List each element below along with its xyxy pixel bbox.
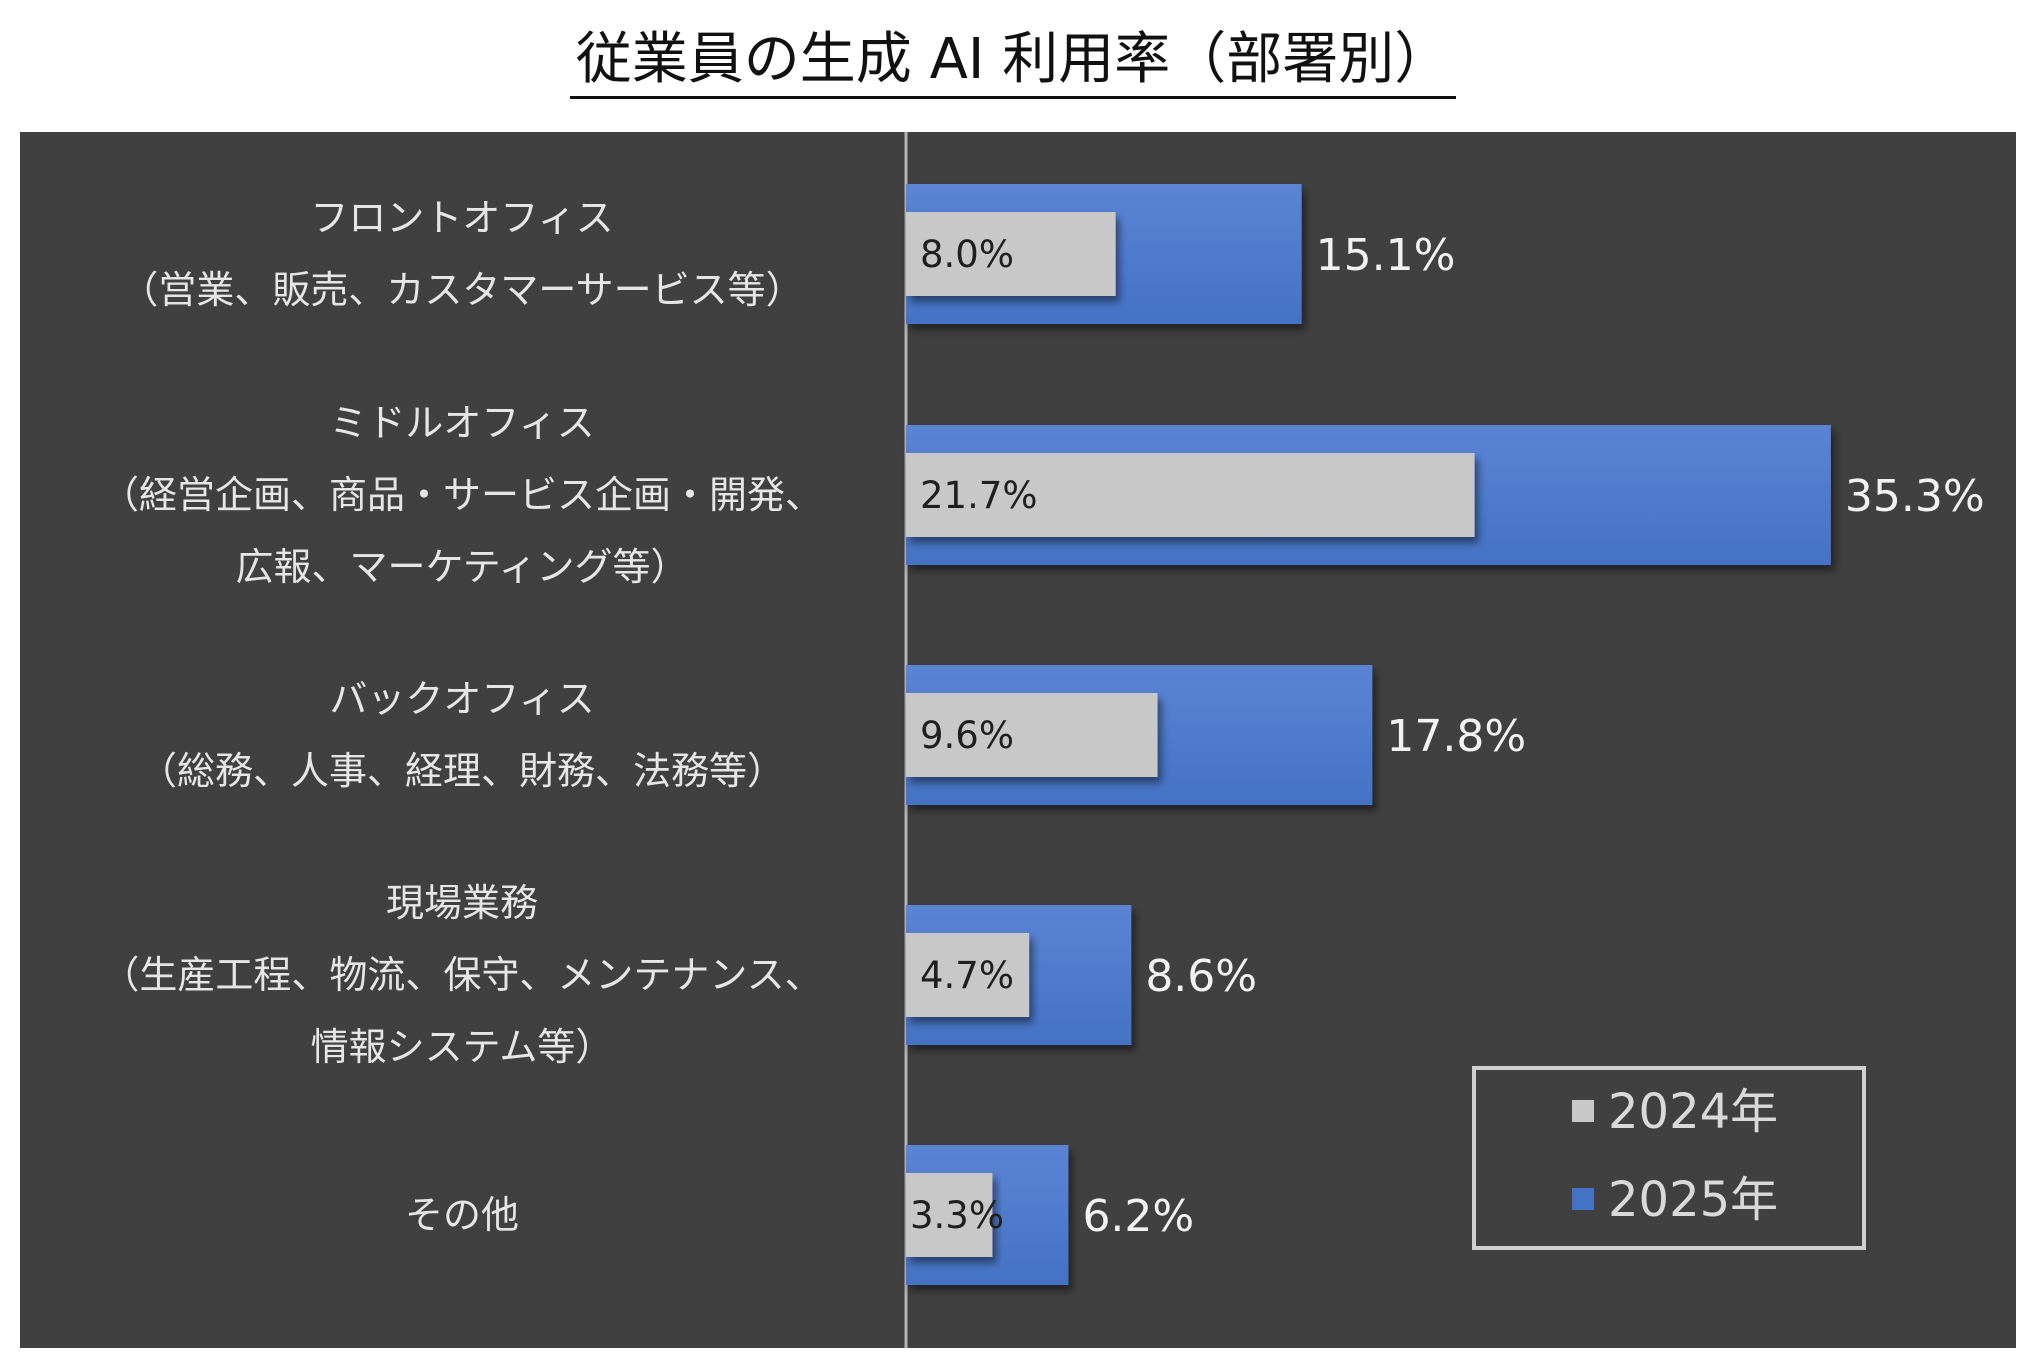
legend-label-2025: 2025年 (1608, 1172, 1778, 1228)
plot-area: フロントオフィス （営業、販売、カスタマーサービス等） 15.1% 8.0% ミドルオフ… (20, 132, 2016, 1348)
category-label: （営業、販売、カスタマーサービス等） (120, 268, 803, 312)
data-label-2025: 17.8% (1386, 711, 1526, 762)
category-label: フロントオフィス (310, 196, 613, 240)
category-label: 現場業務 (386, 881, 538, 925)
legend-swatch-2025 (1572, 1188, 1594, 1210)
data-label-2024: 8.0% (920, 233, 1014, 276)
category-label: （総務、人事、経理、財務、法務等） (139, 749, 785, 793)
category-label: その他 (405, 1193, 519, 1237)
data-label-2024: 9.6% (920, 714, 1014, 757)
bar-2024 (906, 693, 1158, 777)
category-label: （経営企画、商品・サービス企画・開発、 (101, 473, 823, 517)
legend-label-2024: 2024年 (1608, 1084, 1778, 1140)
data-label-2025: 15.1% (1316, 230, 1456, 281)
category-label: バックオフィス (329, 677, 594, 721)
bar-2024 (906, 453, 1475, 537)
category-label: ミドルオフィス (329, 401, 594, 445)
bar-chart: フロントオフィス （営業、販売、カスタマーサービス等） 15.1% 8.0% ミドルオフ… (101, 132, 1985, 1348)
category-label: 情報システム等） (311, 1025, 614, 1069)
bar-2024 (906, 933, 1030, 1017)
category-label: （生産工程、物流、保守、メンテナンス、 (101, 953, 822, 997)
data-label-2024: 4.7% (920, 954, 1014, 997)
data-label-2025: 6.2% (1082, 1191, 1194, 1242)
data-label-2025: 35.3% (1845, 471, 1985, 522)
data-label-2024: 3.3% (910, 1194, 1004, 1237)
bar-2024 (906, 212, 1116, 296)
legend-swatch-2024 (1572, 1100, 1594, 1122)
data-label-2025: 8.6% (1145, 951, 1257, 1002)
data-label-2024: 21.7% (920, 474, 1038, 517)
legend-box (1472, 1066, 1866, 1250)
chart-title: 従業員の生成 AI 利用率（部署別） (0, 14, 2026, 99)
bar-2024 (906, 1173, 993, 1257)
category-label: 広報、マーケティング等） (236, 545, 689, 589)
